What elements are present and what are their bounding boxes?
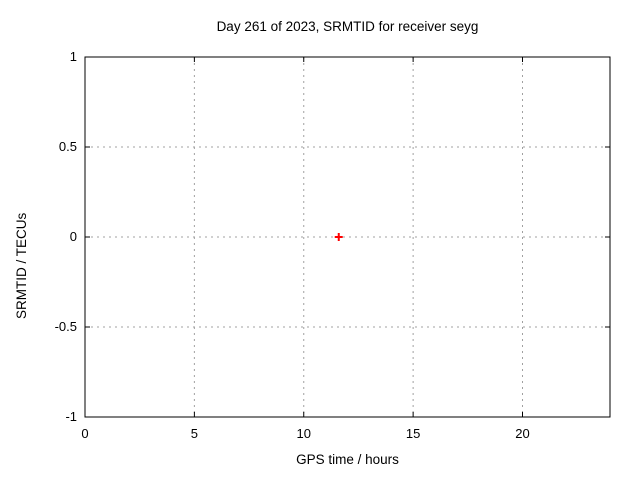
y-tick-label: 1 [69,49,77,64]
x-tick-label: 0 [81,426,89,441]
y-tick-label: 0 [69,229,77,244]
x-tick-label: 10 [296,426,311,441]
y-tick-label: -0.5 [54,319,77,334]
x-tick-label: 5 [190,426,198,441]
y-tick-label: 0.5 [58,139,77,154]
x-tick-label: 15 [405,426,421,441]
data-point-marker [334,233,343,241]
y-tick-label: -1 [65,409,77,424]
x-axis-label: GPS time / hours [296,452,399,467]
x-tick-label: 20 [515,426,530,441]
chart-title: Day 261 of 2023, SRMTID for receiver sey… [216,19,479,34]
